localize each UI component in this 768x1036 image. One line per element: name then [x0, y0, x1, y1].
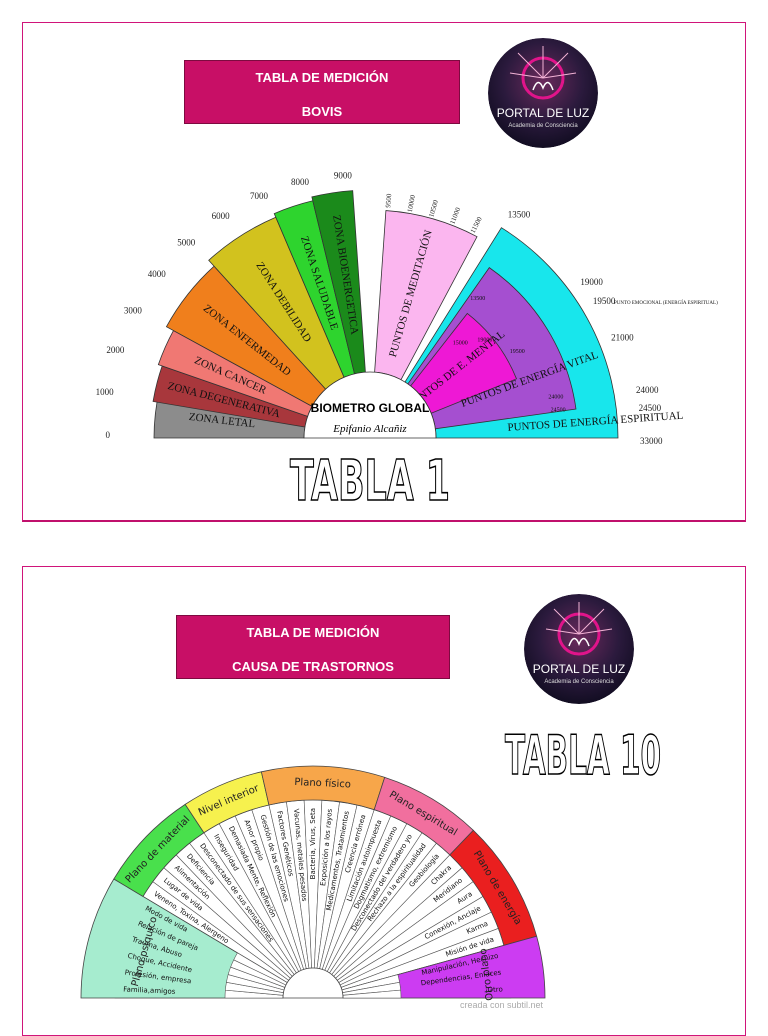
watermark: creada con subtil.net [460, 1000, 544, 1010]
title-box-bovis: TABLA DE MEDICIÓN BOVIS [184, 60, 460, 124]
tick-label: 13500 [508, 210, 531, 220]
category-band [184, 771, 270, 834]
signature: Epifanio Alcañiz [332, 423, 407, 435]
inner-tick: 24500 [551, 408, 566, 414]
tick-label: 33000 [640, 436, 663, 446]
inner-tick: 24000 [548, 394, 563, 400]
tick-label: 24000 [636, 385, 659, 395]
tabla-1-label: TABLA 1 [289, 450, 451, 508]
category-band [449, 829, 538, 946]
tick-label: 21000 [611, 333, 634, 343]
inner-tick: 19000 [477, 338, 492, 344]
category-band [260, 765, 386, 811]
item-label: Familia,amigos [123, 985, 176, 995]
tick-label: 2000 [106, 345, 125, 355]
title-line-1: TABLA DE MEDICIÓN [246, 625, 380, 640]
tick-label: 8000 [291, 177, 310, 187]
title-line-1: TABLA DE MEDICIÓN [255, 70, 389, 85]
tabla-10-label: TABLA 10 [504, 724, 662, 782]
center-label: BIOMETRO GLOBAL [311, 401, 430, 415]
title-line-2: CAUSA DE TRASTORNOS [232, 659, 394, 674]
inner-tick: 13500 [470, 296, 485, 302]
center-disc [303, 371, 437, 439]
item-label: Bacteria, Virus, Seta [309, 808, 317, 879]
logo-tagline: Academia de Consciencia [508, 123, 578, 129]
tick-label: 1000 [96, 387, 115, 397]
inner-tick: 19500 [510, 349, 525, 355]
category-band [373, 776, 474, 856]
category-label: Plano físico [294, 776, 351, 791]
center-hole [282, 967, 344, 999]
tabla-10-text: TABLA 10 [505, 724, 661, 782]
item-label: Otro [487, 985, 503, 994]
tick-label: 0 [106, 430, 111, 440]
tick-label: 9500 [384, 193, 393, 208]
tick-label: 5000 [177, 237, 196, 247]
tick-label: 4000 [148, 269, 167, 279]
tick-label: 24500 [639, 403, 662, 413]
inner-tick: 15000 [453, 340, 468, 346]
logo-name: PORTAL DE LUZ [497, 106, 589, 120]
tick-label: 9000 [334, 171, 353, 181]
tick-label: 7000 [250, 191, 269, 201]
title-box-trastornos: TABLA DE MEDICIÓN CAUSA DE TRASTORNOS [176, 615, 450, 679]
annotation: PUNTO EMOCIONAL (ENERGÍA ESPIRITUAL) [614, 300, 718, 306]
tick-label: 19000 [580, 277, 603, 287]
portal-de-luz-logo: PORTAL DE LUZ Academia de Consciencia [488, 38, 598, 148]
category-band [113, 803, 205, 897]
tick-label: 3000 [124, 305, 143, 315]
logo-name: PORTAL DE LUZ [533, 662, 625, 676]
title-line-2: BOVIS [301, 104, 343, 119]
logo-tagline: Academia de Consciencia [544, 679, 614, 685]
tabla-1-text: TABLA 1 [290, 450, 450, 508]
tick-label: 6000 [212, 211, 231, 221]
tick-label: 19500 [593, 296, 616, 306]
tick-label: 10000 [406, 194, 417, 213]
portal-de-luz-logo: PORTAL DE LUZ Academia de Consciencia [524, 594, 634, 704]
